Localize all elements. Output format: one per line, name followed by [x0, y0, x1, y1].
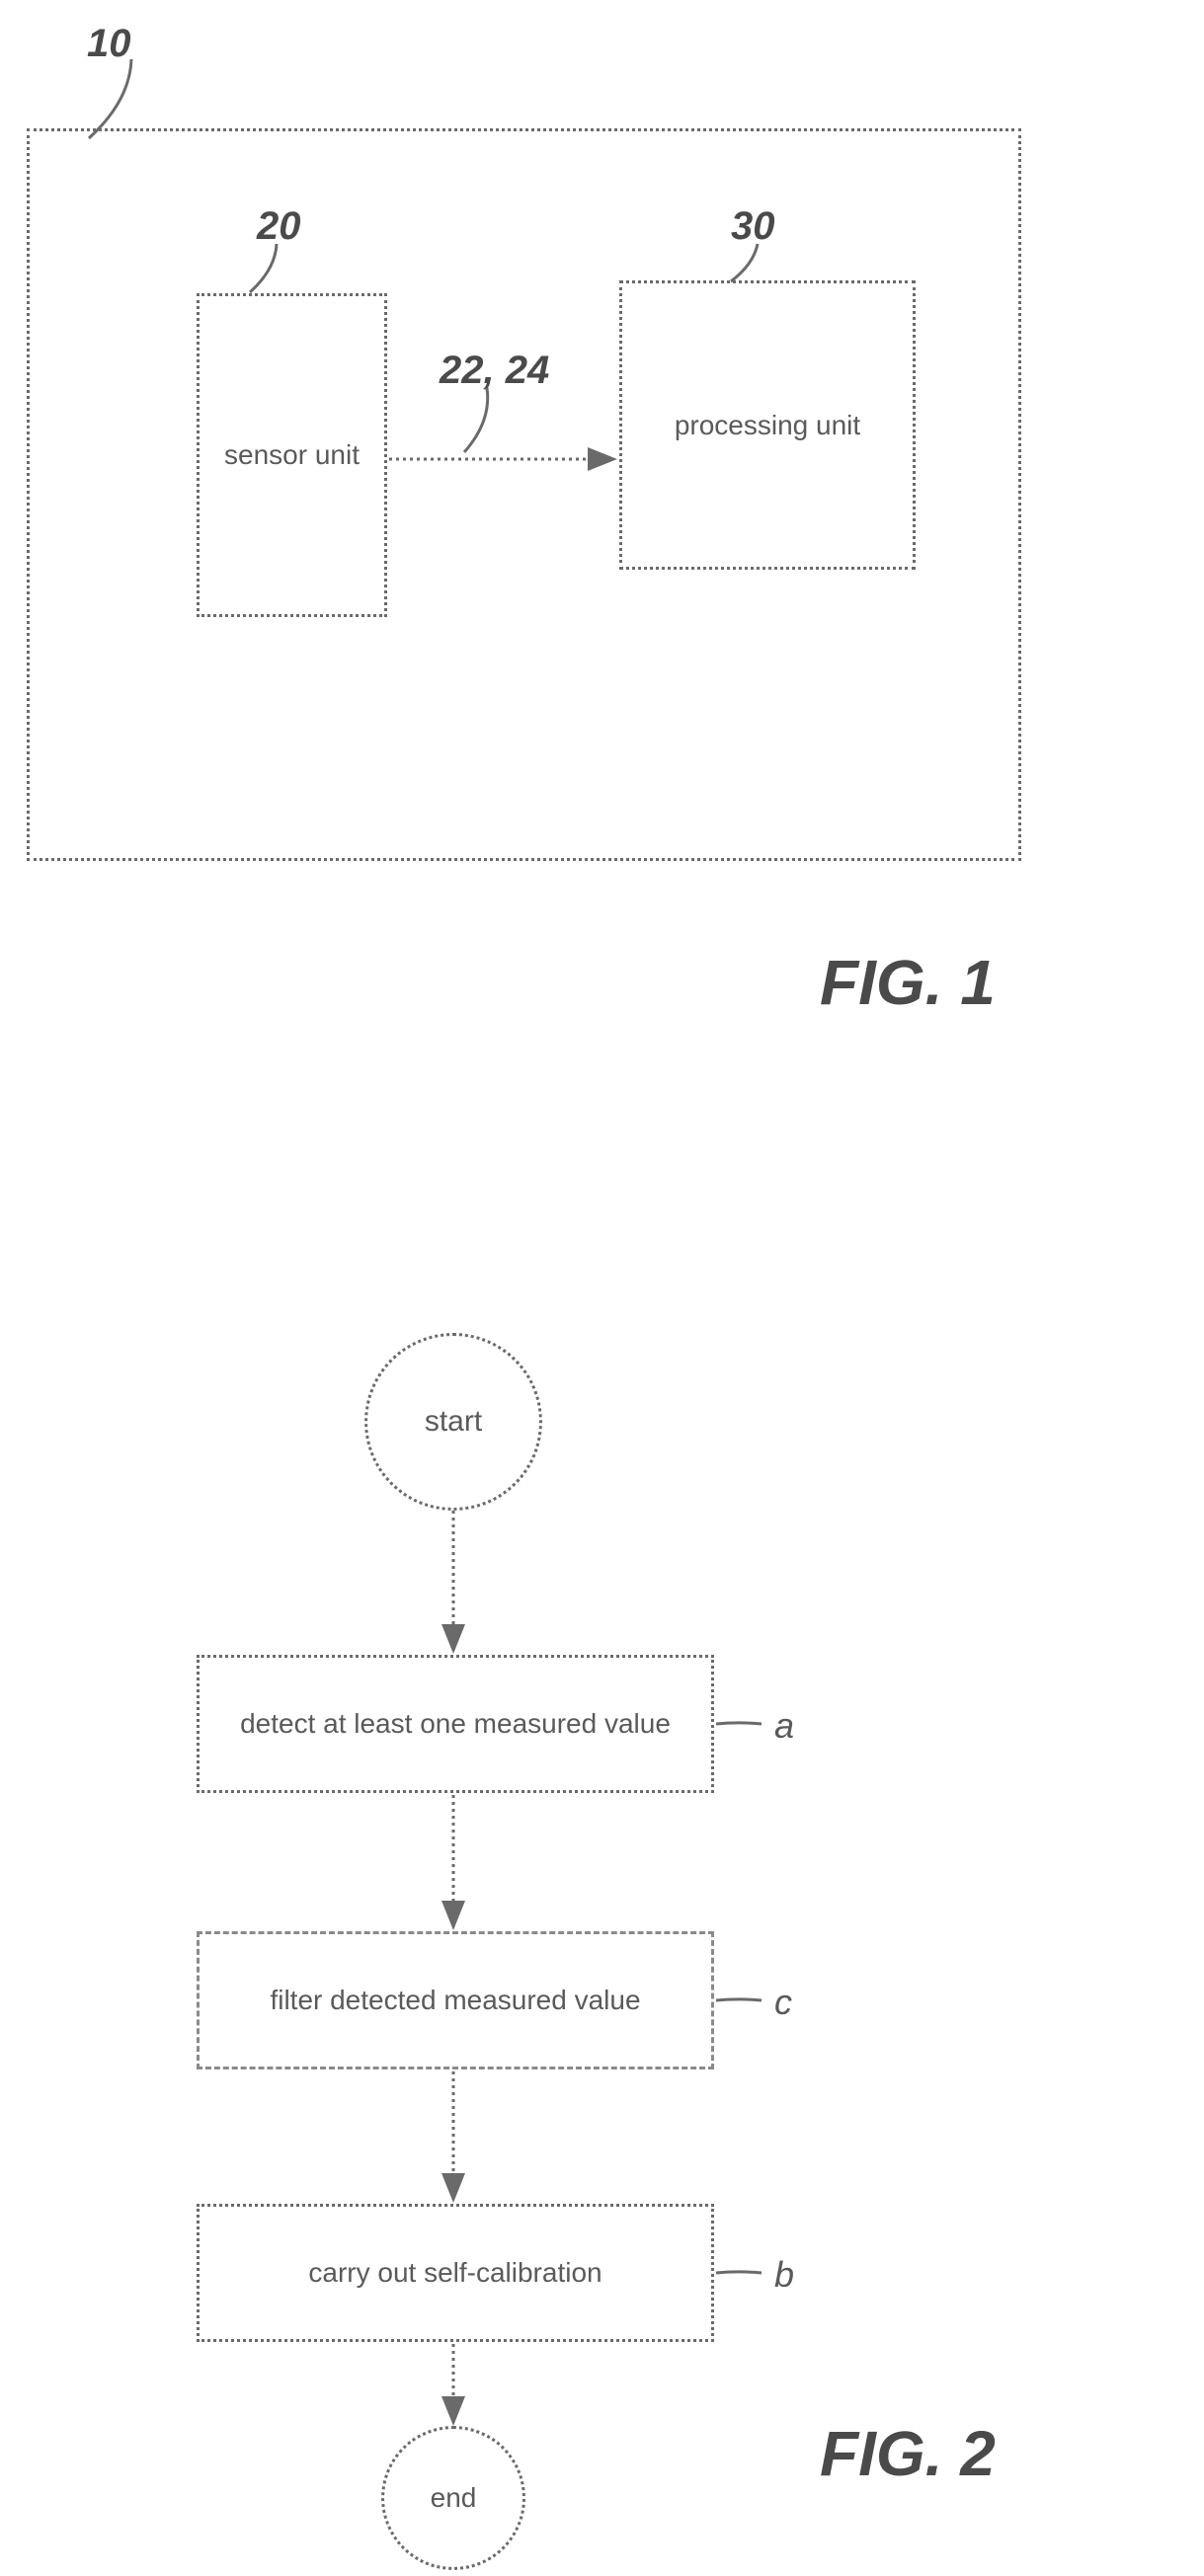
leader-c	[716, 1999, 762, 2000]
page: sensor unit processing unit 10 20 30 22,…	[0, 0, 1204, 2576]
leader-a	[716, 1723, 762, 1724]
fig2-svg	[0, 0, 1204, 2576]
leader-b	[716, 2272, 762, 2273]
